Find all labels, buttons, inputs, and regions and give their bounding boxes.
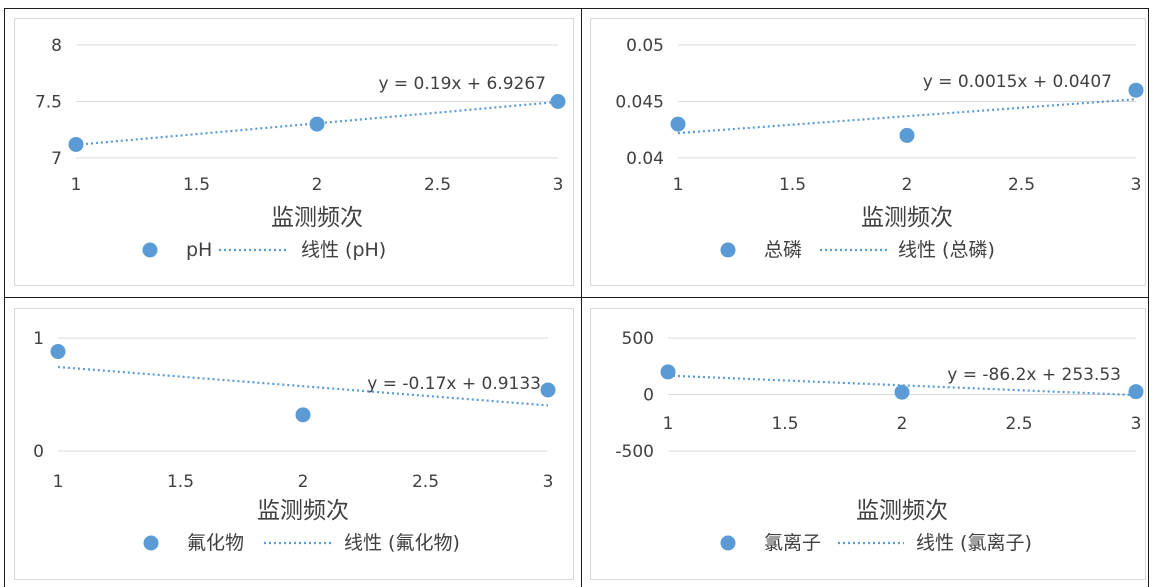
trendline-equation: y = -0.17x + 0.9133: [367, 374, 541, 394]
chart-chloride-svg: 500 0 -500 1 1.5 2 2.5 3 监测频次 y = -86.2x + 253.53…: [590, 308, 1146, 580]
x-tick-label: 2.5: [412, 472, 439, 492]
x-axis-title: 监测频次: [271, 205, 363, 231]
y-tick-label: -500: [615, 442, 654, 462]
legend-trendline-label: 线性 (pH): [301, 239, 386, 261]
y-tick-label: 0.045: [615, 93, 664, 113]
data-point: [68, 136, 84, 152]
legend-series-label: 氯离子: [764, 532, 821, 554]
x-tick-label: 1.5: [771, 414, 798, 434]
x-tick-label: 2: [312, 175, 323, 195]
legend-series-label: 总磷: [764, 239, 802, 261]
y-tick-label: 0.05: [626, 36, 664, 56]
chart-total-phosphorus: 0.05 0.045 0.04 1 1.5 2 2.5 3 监测频次 y = 0.0015x + …: [590, 18, 1146, 286]
legend-trendline-label: 线性 (总磷): [898, 239, 995, 261]
data-point: [550, 94, 566, 109]
data-point: [1128, 82, 1144, 98]
chart-area-frame: [590, 308, 1146, 580]
chart-ph: 8 7.5 7 1 1.5 2 2.5 3 监测频次 y = 0.19x + 6.9267 pH 线性…: [14, 18, 574, 286]
data-point: [309, 116, 325, 132]
trendline: [667, 374, 1137, 397]
x-tick-label: 2: [298, 472, 309, 492]
y-tick-label: 8: [51, 36, 62, 56]
chart-area-frame: [590, 18, 1146, 286]
data-point: [540, 382, 556, 398]
chart-ph-svg: 8 7.5 71 1.5 2 2.5 3 监测频次 y = 0.19x + 6.9267 pH 线性…: [14, 18, 574, 286]
trendline: [677, 98, 1137, 135]
trendline: [57, 365, 549, 407]
row-divider: [4, 297, 1149, 298]
x-tick-label: 3: [543, 472, 554, 492]
legend-series-label: pH: [186, 239, 212, 261]
x-tick-label: 1: [53, 472, 64, 492]
x-tick-label: 1.5: [779, 175, 806, 195]
data-point: [894, 384, 910, 400]
legend-marker: [143, 535, 159, 551]
chart-area-frame: [14, 18, 574, 286]
chart-chloride: 500 0 -500 1 1.5 2 2.5 3 监测频次 y = -86.2x + 253.53…: [590, 308, 1146, 580]
legend-trendline-label: 线性 (氟化物): [344, 532, 460, 554]
chart-fluoride: 1 0 1 1.5 2 2.5 3 监测频次 y = -0.17x + 0.9133 氟化物 线性 …: [14, 308, 574, 580]
data-point: [670, 116, 686, 132]
x-tick-label: 2: [902, 175, 913, 195]
y-tick-label: 7.5: [35, 93, 62, 113]
legend-series-label: 氟化物: [187, 532, 244, 554]
x-axis-title: 监测频次: [856, 498, 948, 524]
x-tick-label: 2.5: [1005, 414, 1032, 434]
legend-marker: [142, 242, 158, 258]
trendline-equation: y = -86.2x + 253.53: [947, 365, 1121, 385]
y-tick-label: 500: [622, 329, 654, 349]
x-tick-label: 3: [1131, 414, 1142, 434]
y-tick-label: 1: [33, 329, 44, 349]
x-tick-label: 1.5: [167, 472, 194, 492]
legend-trendline-label: 线性 (氯离子): [916, 532, 1032, 554]
data-point: [899, 127, 915, 143]
data-point: [50, 344, 66, 360]
x-tick-label: 2: [897, 414, 908, 434]
trendline-equation: y = 0.19x + 6.9267: [378, 74, 546, 94]
data-point: [1128, 384, 1144, 400]
trendline-equation: y = 0.0015x + 0.0407: [923, 72, 1112, 92]
y-tick-label: 0: [643, 386, 654, 406]
chart-area-frame: [14, 308, 574, 580]
x-tick-label: 3: [553, 175, 564, 195]
x-tick-label: 2.5: [1008, 175, 1035, 195]
x-tick-label: 1: [663, 414, 674, 434]
data-point: [295, 407, 311, 423]
x-tick-label: 2.5: [424, 175, 451, 195]
x-tick-label: 1: [71, 175, 82, 195]
chart-total-phosphorus-svg: 0.05 0.045 0.04 1 1.5 2 2.5 3 监测频次 y = 0.0015x + …: [590, 18, 1146, 286]
legend-marker: [720, 242, 736, 258]
x-tick-label: 3: [1131, 175, 1142, 195]
data-point: [660, 364, 676, 380]
legend-marker: [720, 535, 736, 551]
x-tick-label: 1: [673, 175, 684, 195]
y-tick-label: 0.04: [626, 149, 664, 169]
y-tick-label: 0: [33, 442, 44, 462]
x-tick-label: 1.5: [183, 175, 210, 195]
x-axis-title: 监测频次: [861, 205, 953, 231]
column-divider: [581, 8, 582, 587]
y-tick-label: 7: [51, 149, 62, 169]
x-axis-title: 监测频次: [257, 498, 349, 524]
